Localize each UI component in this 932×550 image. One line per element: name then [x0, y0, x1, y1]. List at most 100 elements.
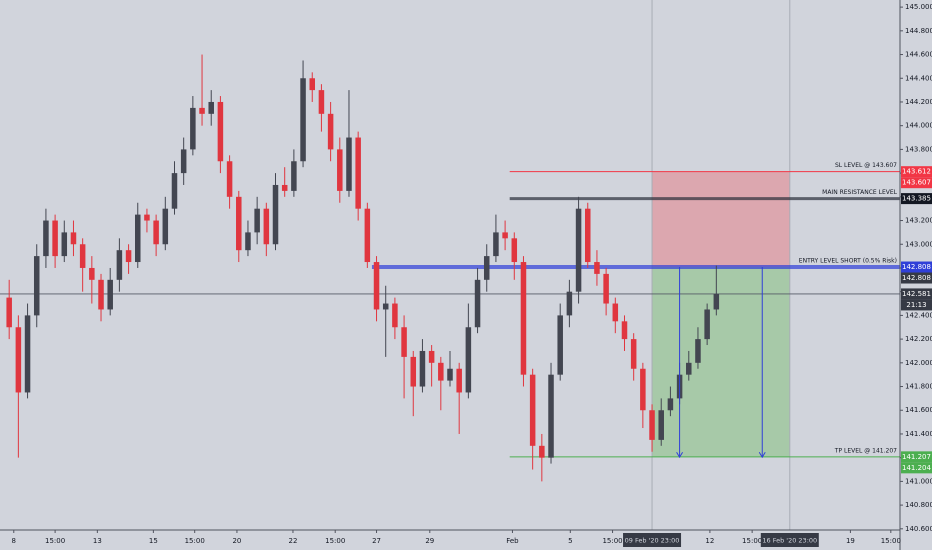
y-tick-label: 141.000 [905, 477, 932, 485]
candle-body [236, 196, 242, 251]
x-highlight-label: 09 Feb '20 23:00 [625, 537, 680, 545]
x-tick-label: 22 [288, 537, 297, 545]
price-badge [901, 462, 932, 474]
target-zone [652, 267, 790, 458]
candle-body [6, 297, 12, 328]
candle-body [603, 273, 609, 304]
x-highlight-badge [760, 533, 819, 547]
x-tick-label: 15:00 [742, 537, 762, 545]
candle-body [245, 232, 251, 251]
candle-body [318, 90, 325, 114]
candle-body [511, 238, 518, 263]
candle-body [695, 339, 701, 363]
y-tick-label: 141.600 [905, 406, 932, 414]
candle-body [125, 250, 132, 263]
y-tick-label: 145.000 [905, 3, 932, 11]
x-tick-label: 5 [568, 537, 572, 545]
candle-body [281, 184, 288, 191]
y-tick-label: 142.000 [905, 359, 932, 367]
x-tick-label: 8 [12, 537, 16, 545]
candle-body [447, 368, 453, 381]
x-tick-label: Feb [506, 537, 519, 545]
x-tick-label: 15:00 [602, 537, 622, 545]
y-tick-label: 142.400 [905, 311, 932, 319]
candle-body [438, 362, 444, 381]
x-highlight-label: 16 Feb '20 23:00 [762, 537, 817, 545]
candle-body [686, 362, 692, 375]
candle-body [70, 232, 77, 245]
candle-body [15, 327, 22, 393]
candle-body [392, 303, 398, 328]
candle-body [373, 262, 380, 310]
price-badge-label: 141.204 [902, 464, 931, 472]
level-label: ENTRY LEVEL SHORT (0.5% Risk) [799, 258, 897, 265]
candle-body [355, 137, 361, 209]
candle-body [456, 368, 462, 393]
candle-body [566, 291, 573, 316]
candle-body [529, 374, 536, 446]
candle-body [217, 101, 224, 162]
candle-body [548, 374, 554, 458]
level-label: MAIN RESISTANCE LEVEL [822, 189, 898, 196]
x-tick-label: 15:00 [45, 537, 65, 545]
x-tick-label: 15:00 [325, 537, 345, 545]
candle-body [502, 232, 508, 239]
price-badge-label: 142.808 [902, 263, 931, 271]
price-badge-label: 143.607 [902, 179, 931, 187]
y-tick-label: 141.800 [905, 383, 932, 391]
candle-body [401, 327, 407, 357]
arrow-head [758, 451, 766, 459]
price-badge-label: 143.612 [902, 168, 931, 176]
stop-zone [652, 171, 790, 268]
candle-body [79, 244, 86, 268]
candle-body [144, 214, 150, 221]
x-tick-label: 20 [232, 537, 241, 545]
candle-body [226, 161, 233, 197]
candle-body [291, 161, 297, 191]
candle-body [135, 214, 141, 263]
candle-body [410, 356, 417, 387]
x-tick-label: 15:00 [185, 537, 205, 545]
candle-body [474, 279, 481, 328]
y-tick-label: 144.000 [905, 122, 932, 130]
x-tick-label: 19 [846, 537, 855, 545]
candle-body [585, 208, 591, 263]
candle-body [667, 398, 674, 411]
y-tick-label: 140.800 [905, 501, 932, 509]
candle-body [465, 327, 472, 393]
y-tick-label: 143.000 [905, 240, 932, 248]
price-badge-label: 142.581 [902, 290, 931, 298]
candle-body [483, 256, 490, 280]
candle-body [649, 410, 655, 440]
y-tick-label: 140.600 [905, 525, 932, 533]
price-badge-label: 141.207 [902, 453, 931, 461]
candle-body [428, 350, 435, 363]
y-tick-label: 144.200 [905, 98, 932, 106]
candle-body [594, 262, 600, 274]
candle-body [98, 279, 104, 310]
candle-body [630, 339, 637, 369]
candle-body [337, 149, 343, 191]
level-label: SL LEVEL @ 143.607 [835, 162, 897, 169]
price-badge [901, 288, 932, 300]
price-badge [901, 451, 932, 463]
candle-body [557, 315, 563, 375]
candle-body [382, 303, 389, 310]
candle-body [327, 113, 334, 150]
y-tick-label: 144.600 [905, 51, 932, 59]
candle-body [43, 220, 49, 257]
candle-body [199, 107, 205, 114]
arrow-head [676, 451, 684, 459]
candle-body [89, 267, 95, 280]
price-badge [901, 299, 932, 311]
candle-body [419, 350, 426, 387]
y-tick-label: 144.400 [905, 74, 932, 82]
price-badge [901, 272, 932, 284]
y-tick-label: 144.800 [905, 27, 932, 35]
y-tick-label: 142.200 [905, 335, 932, 343]
candle-body [162, 208, 169, 245]
candle-body [107, 279, 113, 310]
x-tick-label: 29 [425, 537, 434, 545]
candle-body [713, 293, 720, 310]
